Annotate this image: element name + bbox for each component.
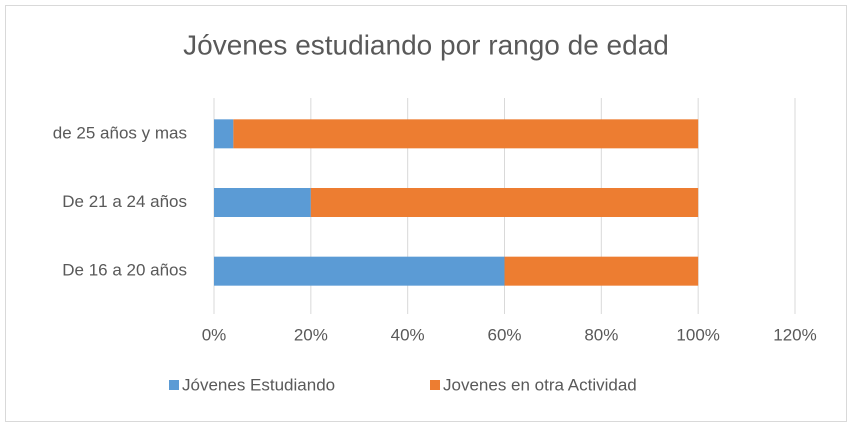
bar xyxy=(214,256,505,286)
x-tick-label: 20% xyxy=(294,325,328,344)
bar xyxy=(504,256,699,286)
legend-swatch xyxy=(169,380,179,390)
y-tick-label: De 16 a 20 años xyxy=(62,261,187,280)
legend-swatch xyxy=(430,380,440,390)
bar xyxy=(214,119,234,149)
x-tick-label: 0% xyxy=(202,325,227,344)
y-tick-label: de 25 años y mas xyxy=(53,123,187,142)
bar xyxy=(214,188,311,217)
legend-label: Jóvenes Estudiando xyxy=(182,375,335,394)
x-tick-label: 40% xyxy=(391,325,425,344)
x-tick-label: 80% xyxy=(584,325,618,344)
bar xyxy=(233,119,699,149)
legend-label: Jovenes en otra Actividad xyxy=(443,375,637,394)
x-tick-label: 60% xyxy=(487,325,521,344)
y-tick-label: De 21 a 24 años xyxy=(62,192,187,211)
x-tick-label: 120% xyxy=(773,325,816,344)
chart-title: Jóvenes estudiando por rango de edad xyxy=(183,29,669,60)
x-tick-label: 100% xyxy=(676,325,719,344)
bar xyxy=(310,188,699,217)
